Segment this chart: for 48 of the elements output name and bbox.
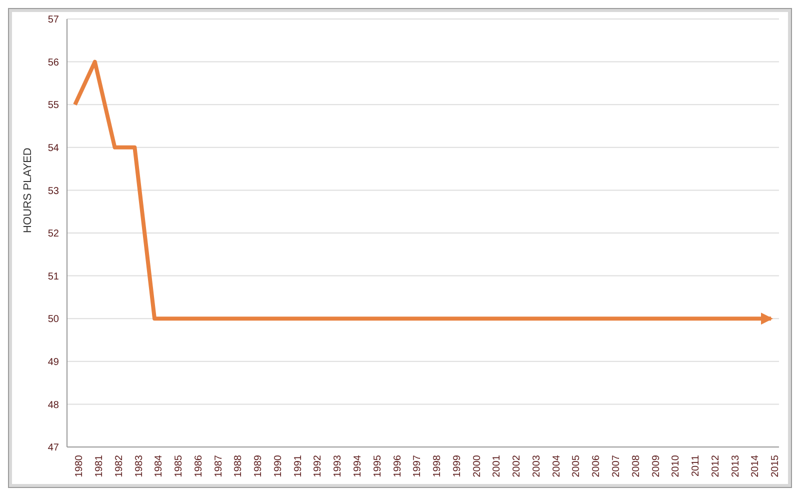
x-tick-label: 1980 <box>74 454 86 478</box>
x-tick-label: 2015 <box>770 454 782 478</box>
x-tick-label: 2008 <box>630 454 642 478</box>
x-tick-label: 2002 <box>512 454 523 478</box>
y-tick-label: 47 <box>48 442 60 454</box>
x-tick-label: 1996 <box>392 454 404 478</box>
x-tick-label: 1993 <box>332 454 344 478</box>
x-tick-label: 1990 <box>272 454 284 478</box>
y-tick-label: 54 <box>48 142 60 154</box>
x-tick-label: 1989 <box>253 454 264 478</box>
y-tick-label: 56 <box>48 57 60 68</box>
x-tick-label: 2005 <box>571 454 582 478</box>
x-tick-label: 2007 <box>611 454 622 478</box>
x-tick-label: 2013 <box>730 454 742 478</box>
x-tick-label: 1997 <box>412 454 424 478</box>
x-tick-label: 2010 <box>670 454 682 478</box>
y-tick-label: 57 <box>48 14 60 26</box>
y-axis-title: HOURS PLAYED <box>22 148 34 233</box>
x-tick-label: 1984 <box>154 454 165 478</box>
x-tick-label: 2009 <box>650 454 662 478</box>
x-tick-label: 2004 <box>551 454 562 478</box>
x-tick-label: 2000 <box>472 454 483 478</box>
y-tick-label: 50 <box>48 314 60 326</box>
y-tick-label: 51 <box>48 271 60 282</box>
x-tick-label: 1999 <box>452 454 463 478</box>
y-tick-label: 48 <box>48 400 60 411</box>
x-tick-label: 2012 <box>710 454 722 478</box>
x-tick-label: 1995 <box>372 454 384 478</box>
y-tick-label: 49 <box>48 356 60 368</box>
x-tick-label: 2011 <box>690 454 702 477</box>
x-tick-label: 1998 <box>432 454 444 478</box>
x-tick-label: 1986 <box>193 454 204 478</box>
x-tick-label: 1982 <box>114 454 125 478</box>
x-tick-label: 1988 <box>233 454 244 478</box>
x-tick-label: 2003 <box>531 454 542 478</box>
y-tick-label: 52 <box>48 228 60 240</box>
x-tick-label: 1992 <box>312 454 324 478</box>
y-tick-label: 55 <box>48 100 60 112</box>
x-tick-label: 1983 <box>134 454 145 478</box>
x-tick-label: 1985 <box>174 454 185 478</box>
x-tick-label: 1994 <box>352 454 364 478</box>
x-tick-label: 1987 <box>213 454 224 478</box>
y-tick-label: 53 <box>48 186 60 197</box>
x-tick-label: 1991 <box>292 454 304 478</box>
x-tick-label: 1981 <box>94 454 105 478</box>
x-tick-label: 2014 <box>750 454 762 478</box>
x-tick-label: 2001 <box>492 454 503 478</box>
x-tick-label: 2006 <box>591 454 602 478</box>
